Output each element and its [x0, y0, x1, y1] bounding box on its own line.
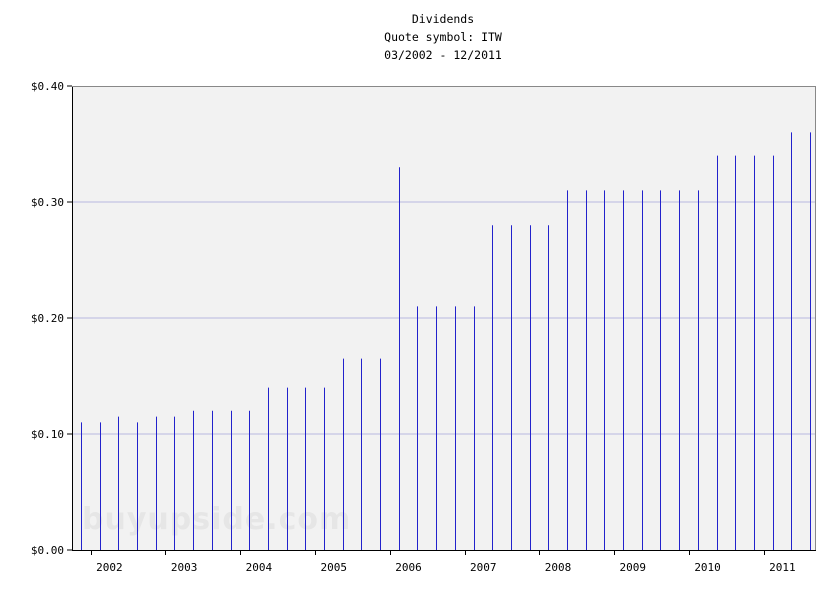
- x-tick-label: 2005: [320, 561, 347, 574]
- x-tick-label: 2008: [545, 561, 572, 574]
- grid-lines: [72, 201, 816, 435]
- chart-title-line-1: Dividends: [412, 12, 474, 26]
- y-tick-label: $0.00: [31, 544, 64, 557]
- x-tick-label: 2010: [694, 561, 721, 574]
- x-tick-label: 2007: [470, 561, 497, 574]
- axes: [67, 85, 816, 555]
- x-tick-label: 2004: [246, 561, 273, 574]
- y-tick-label: $0.20: [31, 312, 64, 325]
- y-axis-tick-labels: $0.00 $0.10 $0.20 $0.30 $0.40: [31, 80, 64, 557]
- x-tick-label: 2002: [96, 561, 123, 574]
- chart-title-line-3: 03/2002 - 12/2011: [384, 48, 502, 62]
- x-tick-label: 2011: [769, 561, 796, 574]
- chart-title-line-2: Quote symbol: ITW: [384, 30, 502, 44]
- x-tick-label: 2009: [620, 561, 647, 574]
- x-tick-label: 2003: [171, 561, 198, 574]
- y-tick-label: $0.40: [31, 80, 64, 93]
- watermark-text: buyupside.com: [82, 502, 351, 537]
- x-axis-tick-labels: 2002 2003 2004 2005 2006 2007 2008 2009 2010 2011: [96, 561, 795, 574]
- dividend-bars: [81, 132, 811, 550]
- chart-title: Dividends Quote symbol: ITW 03/2002 - 12…: [384, 12, 502, 62]
- y-tick-label: $0.10: [31, 428, 64, 441]
- x-tick-label: 2006: [395, 561, 422, 574]
- y-tick-label: $0.30: [31, 196, 64, 209]
